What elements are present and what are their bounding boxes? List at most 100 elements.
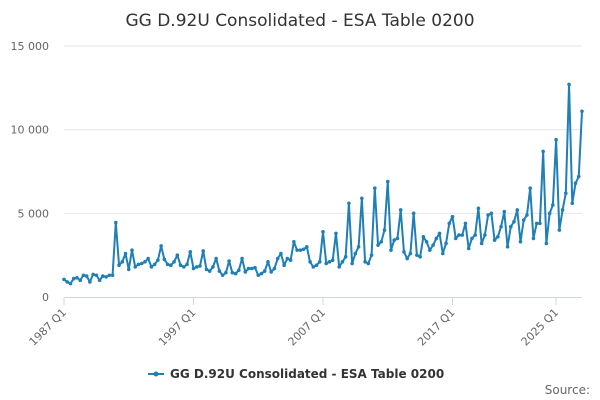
data-point[interactable] [311, 265, 316, 269]
data-point[interactable] [518, 239, 523, 244]
data-point[interactable] [149, 265, 154, 269]
data-point[interactable] [175, 253, 180, 257]
data-point[interactable] [81, 273, 86, 278]
data-point[interactable] [395, 236, 400, 241]
data-point[interactable] [434, 236, 439, 241]
data-point[interactable] [350, 261, 354, 266]
data-point[interactable] [220, 273, 225, 278]
data-point[interactable] [528, 186, 532, 191]
data-point[interactable] [224, 270, 228, 275]
data-point[interactable] [356, 245, 361, 249]
data-point[interactable] [152, 262, 157, 267]
data-point[interactable] [541, 149, 545, 154]
data-point[interactable] [538, 221, 542, 226]
data-point[interactable] [337, 265, 341, 269]
data-point[interactable] [169, 263, 173, 268]
data-point[interactable] [453, 236, 458, 241]
data-point[interactable] [178, 263, 183, 268]
data-point[interactable] [486, 213, 490, 217]
data-point[interactable] [97, 278, 102, 283]
data-point[interactable] [415, 253, 419, 257]
data-point[interactable] [447, 221, 452, 226]
data-point[interactable] [557, 228, 562, 232]
data-point[interactable] [496, 234, 500, 239]
data-point[interactable] [139, 261, 144, 266]
data-point[interactable] [133, 265, 138, 269]
data-point[interactable] [463, 221, 468, 226]
data-point[interactable] [246, 266, 251, 271]
data-point[interactable] [369, 253, 374, 257]
data-point[interactable] [531, 236, 536, 241]
data-point[interactable] [295, 248, 299, 252]
data-point[interactable] [385, 179, 390, 184]
data-point[interactable] [314, 263, 319, 268]
data-point[interactable] [88, 280, 92, 284]
data-point[interactable] [211, 265, 215, 269]
data-point[interactable] [466, 246, 471, 251]
data-point[interactable] [107, 273, 112, 278]
data-point[interactable] [327, 260, 332, 264]
data-point[interactable] [117, 263, 121, 268]
data-point[interactable] [376, 243, 380, 247]
data-point[interactable] [473, 233, 477, 237]
data-point[interactable] [78, 278, 82, 283]
data-point[interactable] [114, 220, 118, 225]
data-point[interactable] [301, 247, 306, 252]
data-point[interactable] [580, 109, 584, 114]
data-point[interactable] [292, 239, 296, 244]
data-point[interactable] [71, 276, 76, 281]
data-point[interactable] [499, 224, 503, 229]
data-point[interactable] [554, 137, 558, 142]
data-point[interactable] [288, 258, 293, 262]
data-point[interactable] [198, 264, 202, 268]
data-point[interactable] [508, 224, 513, 229]
data-point[interactable] [101, 274, 105, 278]
data-point[interactable] [84, 274, 89, 278]
data-point[interactable] [418, 255, 422, 259]
data-point[interactable] [431, 243, 435, 247]
data-point[interactable] [492, 238, 497, 242]
data-point[interactable] [94, 273, 99, 278]
data-point[interactable] [243, 270, 248, 274]
data-point[interactable] [214, 256, 218, 261]
data-point[interactable] [408, 251, 413, 256]
data-point[interactable] [366, 261, 371, 266]
data-point[interactable] [165, 262, 170, 267]
data-point[interactable] [285, 256, 290, 261]
data-point[interactable] [544, 241, 549, 246]
data-point[interactable] [444, 241, 448, 246]
data-point[interactable] [275, 256, 280, 261]
series-line[interactable] [63, 83, 583, 285]
data-point[interactable] [389, 248, 393, 252]
data-point[interactable] [262, 269, 267, 273]
data-point[interactable] [126, 267, 131, 272]
data-point[interactable] [521, 218, 526, 222]
data-point[interactable] [68, 281, 73, 286]
data-point[interactable] [411, 211, 416, 216]
data-point[interactable] [317, 260, 322, 264]
data-point[interactable] [373, 186, 377, 191]
data-point[interactable] [421, 234, 426, 239]
data-point[interactable] [91, 272, 95, 277]
data-point[interactable] [573, 181, 578, 186]
data-point[interactable] [343, 255, 348, 259]
data-point[interactable] [62, 277, 66, 282]
data-point[interactable] [321, 229, 325, 234]
source-credit[interactable]: Source: [545, 383, 590, 397]
data-point[interactable] [272, 266, 277, 271]
data-point[interactable] [428, 248, 432, 252]
data-point[interactable] [75, 275, 79, 280]
data-point[interactable] [398, 208, 403, 212]
data-point[interactable] [282, 263, 286, 268]
data-point[interactable] [65, 280, 70, 284]
data-point[interactable] [460, 233, 465, 237]
data-point[interactable] [233, 271, 238, 276]
data-point[interactable] [576, 174, 581, 179]
data-point[interactable] [440, 251, 445, 256]
data-point[interactable] [259, 271, 264, 276]
data-point[interactable] [457, 233, 461, 237]
data-point[interactable] [143, 260, 147, 264]
data-point[interactable] [483, 233, 487, 237]
data-point[interactable] [156, 258, 160, 262]
data-point[interactable] [489, 211, 494, 216]
